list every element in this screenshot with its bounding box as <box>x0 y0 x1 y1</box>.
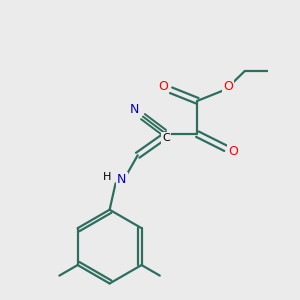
Text: H: H <box>103 172 111 182</box>
Text: O: O <box>228 145 238 158</box>
Text: O: O <box>158 80 168 93</box>
Text: O: O <box>223 80 233 93</box>
Text: C: C <box>162 133 170 143</box>
Text: N: N <box>117 173 127 186</box>
Text: N: N <box>130 103 139 116</box>
